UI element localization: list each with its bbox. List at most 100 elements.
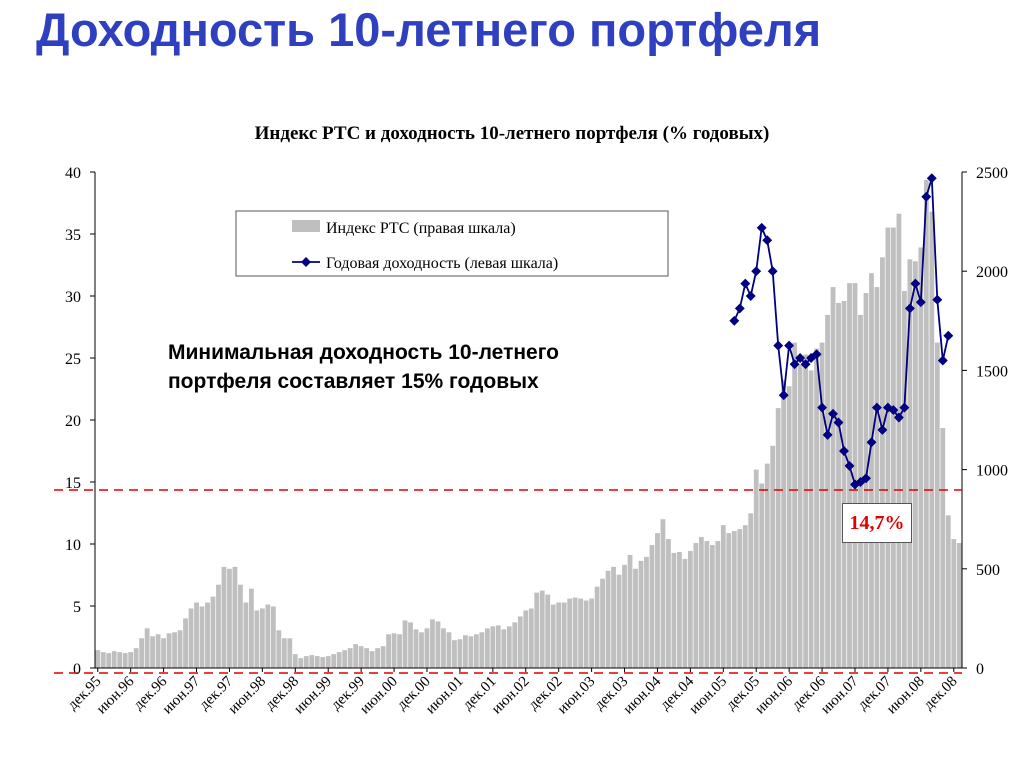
x-tick-label: июн.03: [555, 674, 599, 718]
right-tick-label: 0: [976, 661, 984, 678]
bar: [901, 291, 907, 668]
bar: [556, 602, 562, 668]
callout-text: Минимальная доходность 10-летнего портфе…: [168, 338, 559, 396]
bar: [292, 654, 298, 668]
bar: [216, 584, 221, 668]
yield-point: [800, 359, 811, 370]
bar: [523, 610, 529, 668]
bar: [594, 586, 600, 668]
x-tick-label: июн.07: [818, 673, 862, 717]
bar: [951, 539, 957, 668]
bar: [578, 598, 584, 668]
bar: [693, 543, 699, 668]
bar: [463, 635, 468, 668]
yield-point: [762, 235, 773, 246]
bar: [314, 656, 320, 668]
bar: [698, 537, 704, 668]
x-tick-label: июн.96: [94, 673, 138, 717]
yield-point: [904, 303, 915, 314]
bar: [479, 632, 485, 668]
bar: [517, 616, 523, 668]
bar: [880, 257, 885, 668]
bar: [918, 247, 924, 668]
yield-point: [861, 473, 871, 484]
bar: [259, 608, 265, 668]
legend-swatch-marker: [301, 257, 311, 267]
bar: [945, 515, 951, 668]
bar: [238, 584, 243, 668]
bar: [671, 552, 677, 668]
bar: [644, 556, 649, 668]
right-tick-label: 500: [976, 562, 1000, 579]
bar: [320, 657, 326, 668]
bar: [128, 652, 134, 668]
yield-point: [767, 266, 778, 277]
bar: [720, 525, 726, 668]
bar: [704, 541, 710, 668]
bar: [506, 626, 512, 668]
bar: [243, 602, 249, 668]
bar: [221, 566, 227, 668]
yield-point: [795, 353, 806, 363]
yield-point: [734, 303, 745, 314]
bar: [375, 648, 380, 668]
bar: [786, 386, 792, 668]
bar: [737, 529, 743, 668]
bar: [731, 531, 737, 668]
bar: [605, 570, 611, 668]
bar: [281, 638, 287, 668]
chart-title: Индекс РТС и доходность 10-летнего портф…: [255, 123, 770, 144]
legend-label-line: Годовая доходность (левая шкала): [326, 255, 558, 272]
bar: [342, 650, 348, 668]
bar: [709, 544, 715, 668]
bar: [353, 644, 359, 668]
bar: [457, 639, 463, 668]
left-tick-label: 15: [65, 475, 81, 492]
bar: [227, 568, 232, 668]
bar: [858, 314, 863, 668]
bar: [660, 519, 666, 668]
x-tick-label: июн.01: [423, 674, 467, 718]
bar: [144, 628, 150, 668]
bar: [287, 638, 293, 668]
left-tick-label: 5: [73, 599, 81, 616]
x-tick-label: июн.08: [884, 674, 928, 718]
bar: [934, 342, 940, 668]
yield-point: [745, 291, 756, 301]
bar: [331, 654, 337, 668]
bar: [649, 544, 655, 668]
x-tick-label: июн.00: [357, 674, 401, 718]
yield-point: [773, 340, 784, 351]
bar: [896, 213, 902, 668]
bar: [473, 634, 479, 668]
bar: [133, 648, 139, 668]
bar: [759, 483, 765, 668]
yield-point: [871, 402, 882, 413]
bar: [441, 628, 446, 668]
right-tick-label: 1500: [976, 363, 1008, 380]
bar: [781, 380, 787, 668]
yield-point: [844, 460, 855, 471]
bar: [748, 513, 754, 668]
bar: [770, 445, 776, 668]
bar: [298, 658, 304, 668]
bar: [391, 633, 397, 668]
legend-box: [235, 210, 669, 277]
bar: [539, 590, 545, 668]
bar: [797, 364, 803, 668]
bar: [452, 640, 457, 668]
bar: [715, 541, 721, 668]
yield-line: [733, 177, 950, 486]
bar: [309, 655, 315, 668]
yield-point: [893, 412, 904, 423]
bar: [923, 179, 929, 668]
bar: [265, 604, 271, 668]
bar: [847, 283, 852, 668]
bar: [369, 651, 375, 668]
bar: [419, 632, 424, 668]
bar: [726, 533, 732, 668]
yield-point: [784, 340, 795, 351]
bar: [869, 273, 874, 668]
yield-point: [915, 297, 926, 308]
bar: [155, 634, 161, 668]
